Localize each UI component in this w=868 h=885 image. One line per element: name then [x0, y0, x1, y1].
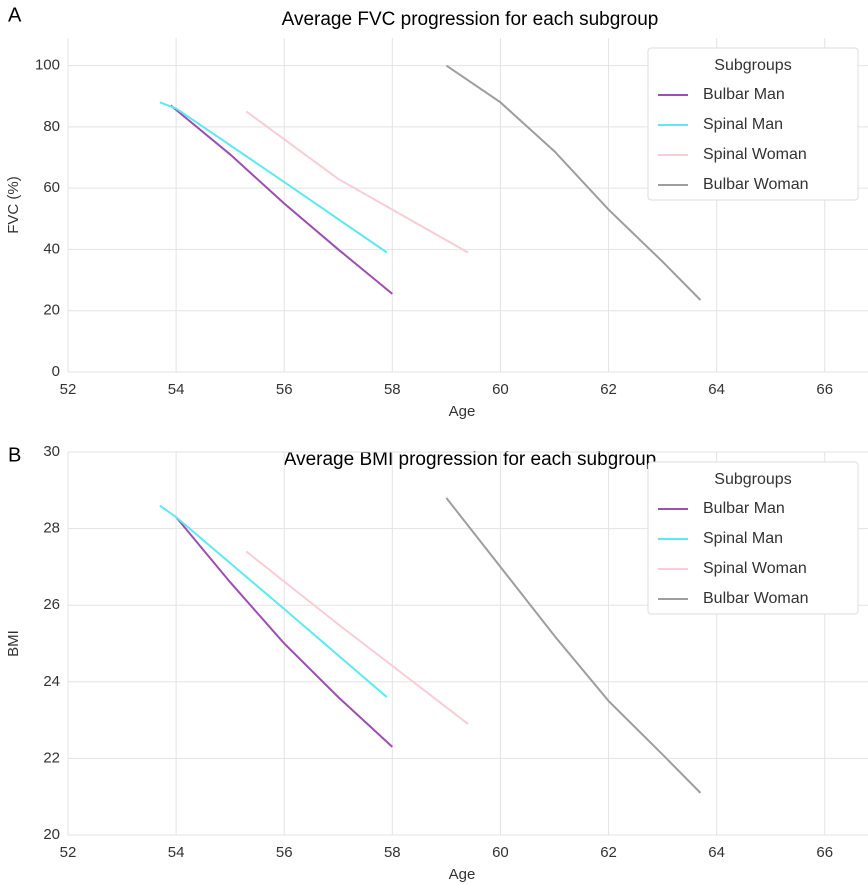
series-line	[245, 110, 469, 254]
x-tick-label: 62	[600, 381, 617, 398]
legend-box	[647, 47, 859, 201]
series-line	[159, 504, 388, 698]
series-line	[159, 101, 388, 254]
x-tick-label: 56	[276, 381, 293, 398]
y-tick-label: 20	[43, 302, 60, 319]
y-tick-label: 24	[43, 673, 60, 690]
y-tick-label: 80	[43, 118, 60, 135]
chart-title: Average FVC progression for each subgrou…	[282, 9, 659, 30]
x-tick-label: 54	[168, 844, 185, 861]
legend-box	[647, 461, 859, 615]
panel-label: A	[8, 4, 22, 26]
legend-title: Subgroups	[714, 57, 791, 74]
y-tick-label: 0	[52, 363, 60, 380]
y-tick-label: 20	[43, 826, 60, 843]
legend-label: Bulbar Man	[703, 500, 785, 517]
y-axis-label: BMI	[5, 630, 22, 657]
legend-label: Spinal Woman	[703, 146, 807, 163]
legend-label: Spinal Woman	[703, 560, 807, 577]
x-tick-label: 60	[492, 381, 509, 398]
x-tick-label: 66	[816, 381, 833, 398]
x-tick-label: 56	[276, 844, 293, 861]
y-tick-label: 30	[43, 443, 60, 460]
x-axis-label: Age	[449, 403, 476, 420]
legend-label: Spinal Man	[703, 530, 783, 547]
x-axis-label: Age	[449, 866, 476, 883]
y-tick-label: 28	[43, 520, 60, 537]
series-line	[445, 64, 702, 301]
series-line	[170, 104, 393, 295]
y-axis-label: FVC (%)	[5, 176, 22, 234]
legend-label: Bulbar Man	[703, 86, 785, 103]
x-tick-label: 64	[708, 381, 725, 398]
x-tick-label: 58	[384, 844, 401, 861]
panel-label: B	[8, 444, 21, 466]
y-tick-label: 100	[35, 57, 60, 74]
series-line	[445, 497, 702, 794]
y-tick-label: 26	[43, 596, 60, 613]
x-tick-label: 64	[708, 844, 725, 861]
x-tick-label: 66	[816, 844, 833, 861]
series-line	[175, 516, 394, 748]
legend-label: Bulbar Woman	[703, 590, 809, 607]
x-tick-label: 54	[168, 381, 185, 398]
legend-label: Spinal Man	[703, 116, 783, 133]
y-tick-label: 60	[43, 179, 60, 196]
y-tick-label: 40	[43, 240, 60, 257]
legend-title: Subgroups	[714, 471, 791, 488]
legend-label: Bulbar Woman	[703, 176, 809, 193]
x-tick-label: 62	[600, 844, 617, 861]
x-tick-label: 58	[384, 381, 401, 398]
x-tick-label: 60	[492, 844, 509, 861]
y-tick-label: 22	[43, 749, 60, 766]
x-tick-label: 52	[60, 381, 77, 398]
chart-title: Average BMI progression for each subgrou…	[284, 449, 656, 470]
x-tick-label: 52	[60, 844, 77, 861]
series-line	[245, 550, 469, 725]
